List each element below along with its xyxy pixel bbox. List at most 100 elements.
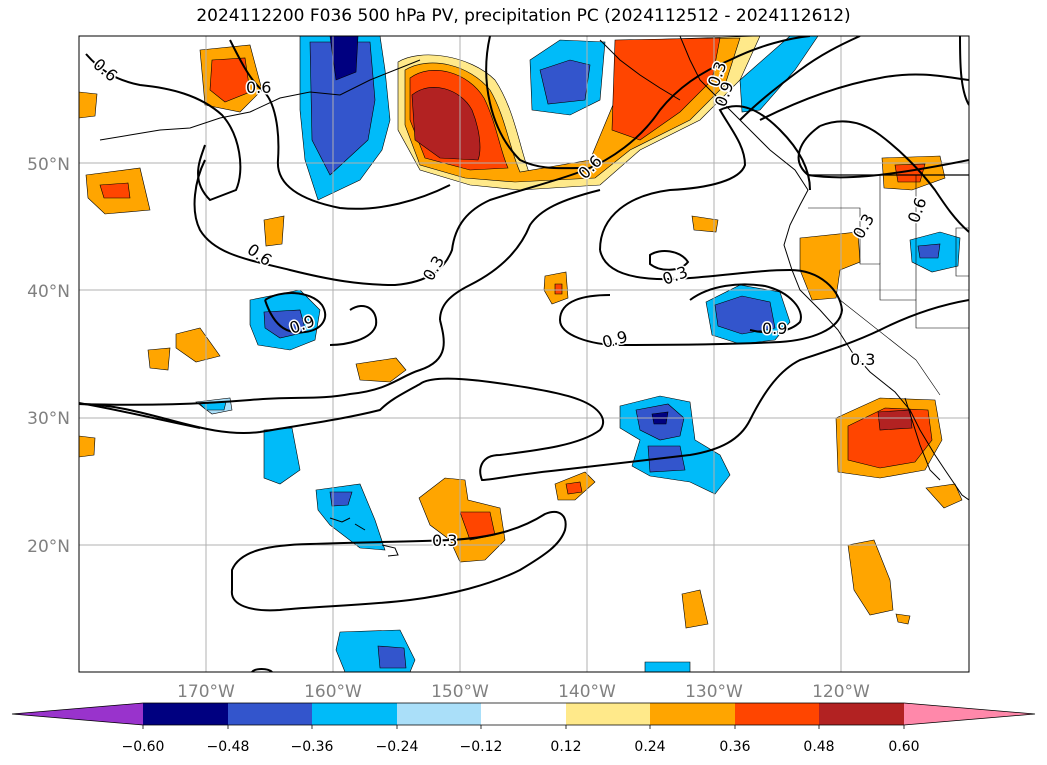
pv-contour	[739, 36, 861, 121]
lon-label: 130°W	[685, 682, 743, 702]
precip-blob	[263, 215, 285, 247]
precip-negative	[195, 36, 961, 672]
contour-label: 0.3	[850, 350, 875, 369]
lon-label: 150°W	[431, 682, 489, 702]
colorbar-segment	[312, 703, 397, 725]
precip-blob	[263, 427, 301, 485]
colorbar-tick-label: 0.24	[634, 739, 665, 755]
precip-blob	[611, 37, 721, 141]
lat-label: 30°N	[27, 409, 70, 429]
lon-label: 160°W	[304, 682, 362, 702]
colorbar-tick-label: 0.36	[719, 739, 750, 755]
colorbar: −0.60 −0.48 −0.36 −0.24 −0.12 0.12 0.24 …	[11, 702, 1036, 755]
coastline	[599, 39, 681, 101]
precip-blob	[877, 409, 913, 431]
precip-blob	[329, 36, 359, 81]
pv-contour	[193, 36, 811, 287]
pv-contour	[79, 402, 201, 429]
precip-blob	[847, 539, 894, 616]
pv-contour	[558, 249, 844, 347]
colorbar-tick-label: 0.48	[803, 739, 834, 755]
colorbar-segment	[735, 703, 819, 725]
precip-blob	[681, 589, 709, 629]
coastline	[99, 59, 421, 141]
pv-contour	[230, 511, 567, 612]
border-line	[808, 207, 969, 329]
lon-label: 120°W	[812, 682, 870, 702]
precip-blob	[329, 491, 353, 507]
colorbar-tick-labels: −0.60 −0.48 −0.36 −0.24 −0.12 0.12 0.24 …	[122, 739, 920, 755]
pv-contour	[759, 73, 969, 121]
map-frame	[78, 35, 970, 673]
pv-contour	[329, 305, 378, 346]
pv-contour	[599, 105, 811, 251]
coastline	[329, 517, 351, 523]
precip-blob	[644, 661, 691, 672]
contour-label: 0.3	[432, 531, 457, 550]
precip-blob	[355, 357, 407, 383]
lat-label: 40°N	[27, 282, 70, 302]
colorbar-segment	[143, 703, 228, 725]
coastline	[381, 544, 399, 557]
precip-blob	[554, 283, 563, 295]
colorbar-tick-label: −0.60	[122, 739, 165, 755]
pv-contours	[79, 36, 969, 672]
colorbar-extend-high	[904, 703, 1035, 725]
precip-blob	[925, 483, 963, 509]
contour-label: 0.9	[762, 319, 787, 338]
precip-blob	[917, 243, 941, 259]
colorbar-tick-label: −0.48	[207, 739, 250, 755]
colorbar-segment	[481, 703, 566, 725]
colorbar-extend-low	[12, 703, 143, 725]
lat-label: 50°N	[27, 155, 70, 175]
pv-contour	[85, 53, 242, 202]
coastline	[679, 36, 969, 501]
precip-blob	[175, 327, 221, 363]
precip-blob	[147, 347, 171, 371]
precip-blob	[263, 309, 307, 339]
graticule	[79, 36, 969, 672]
contour-label: 0.6	[89, 55, 121, 86]
map-title: 2024112200 F036 500 hPa PV, precipitatio…	[196, 6, 851, 26]
contour-label: 0.6	[246, 78, 271, 97]
precip-blob	[79, 435, 96, 458]
contour-label: 0.9	[600, 327, 630, 352]
precip-blob	[565, 481, 583, 495]
precip-blob	[799, 231, 861, 301]
lat-axis: 50°N 40°N 30°N 20°N	[27, 155, 70, 557]
colorbar-segment	[566, 703, 650, 725]
colorbar-tick-label: −0.12	[460, 739, 503, 755]
colorbar-ticks	[142, 725, 905, 729]
precip-blob	[714, 295, 776, 335]
lon-label: 140°W	[558, 682, 616, 702]
precip-blob	[99, 182, 131, 199]
colorbar-segment	[819, 703, 904, 725]
colorbar-tick-label: 0.60	[888, 739, 919, 755]
pv-contour	[229, 39, 451, 210]
colorbar-segment	[397, 703, 481, 725]
pv-contour	[79, 299, 969, 482]
contour-label: 0.6	[904, 195, 931, 225]
precip-blob	[691, 215, 719, 233]
precip-blob	[895, 613, 911, 625]
lon-axis: 170°W 160°W 150°W 140°W 130°W 120°W	[177, 682, 870, 702]
pv-contour	[959, 36, 969, 106]
pv-contour	[439, 189, 601, 321]
colorbar-segment	[228, 703, 312, 725]
precip-blob	[418, 477, 506, 563]
colorbar-tick-label: −0.24	[376, 739, 419, 755]
precip-blob	[79, 91, 98, 119]
pv-contour	[251, 668, 273, 672]
pv-contour	[819, 120, 969, 233]
pv-contour	[264, 292, 327, 334]
lon-label: 170°W	[177, 682, 235, 702]
precip-positive	[79, 36, 963, 629]
coastline	[904, 397, 941, 481]
coastline	[354, 523, 366, 531]
precip-blob	[377, 645, 407, 669]
pv-contour	[649, 249, 690, 271]
contour-label: 0.3	[660, 262, 690, 289]
plot-area: 0.6 0.6 0.6 0.6 0.3 0.3 0.3 0.3 0.3 0.9 …	[79, 36, 969, 672]
precip-blob	[647, 445, 686, 473]
